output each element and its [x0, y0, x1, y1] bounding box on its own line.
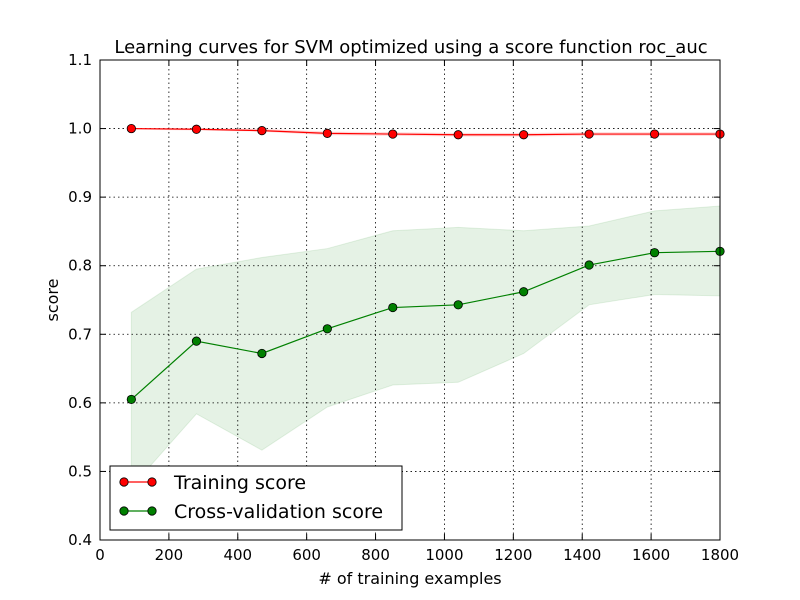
y-axis-label: score	[43, 279, 62, 322]
legend-marker	[119, 506, 129, 516]
series-line-1	[130, 250, 721, 400]
data-point	[649, 248, 660, 258]
data-point	[388, 129, 398, 139]
band-series-1	[130, 205, 721, 489]
data-point	[322, 324, 332, 334]
legend-marker	[119, 477, 129, 487]
y-tick-label: 0.8	[68, 257, 92, 275]
confidence-bands	[130, 128, 721, 489]
chart-title: Learning curves for SVM optimized using …	[114, 37, 707, 58]
x-tick-label: 400	[223, 546, 252, 564]
x-tick-label: 200	[155, 546, 184, 564]
data-point	[453, 300, 463, 310]
data-point	[257, 348, 267, 359]
data-point	[126, 123, 136, 134]
data-point	[519, 287, 529, 297]
y-tick-label: 0.9	[68, 188, 92, 206]
data-point	[191, 124, 202, 134]
data-point	[584, 260, 594, 270]
x-axis-label: # of training examples	[318, 569, 501, 588]
y-tick-label: 0.5	[68, 462, 92, 480]
y-tick-label: 0.6	[68, 394, 92, 412]
data-point	[257, 126, 267, 136]
x-tick-label: 1200	[494, 546, 532, 564]
y-tick-label: 0.7	[68, 325, 92, 343]
legend-label-0: Training score	[173, 472, 306, 494]
data-point	[388, 302, 398, 313]
x-tick-label: 0	[95, 546, 105, 564]
legend: Training score Cross-validation score	[109, 465, 403, 531]
data-point	[519, 130, 529, 140]
y-tick-label: 0.4	[68, 531, 92, 549]
legend-marker	[147, 477, 157, 487]
data-point	[649, 129, 660, 139]
x-tick-label: 1600	[632, 546, 670, 564]
legend-box	[109, 465, 403, 531]
data-point	[453, 130, 463, 140]
x-tick-label: 600	[292, 546, 321, 564]
x-tick-label: 800	[361, 546, 390, 564]
data-point	[584, 129, 594, 139]
data-point	[322, 128, 332, 138]
data-point	[126, 394, 136, 405]
legend-label-1: Cross-validation score	[174, 501, 383, 523]
series-line-0	[131, 127, 720, 136]
y-tick-label: 1.1	[68, 51, 92, 69]
plot-frame	[99, 59, 721, 541]
axis-ticks: 0 200 400 600 800 1000 1200 1400 1600 1800 0.4 0.5 0…	[68, 51, 739, 564]
data-point	[191, 336, 202, 346]
legend-marker	[147, 506, 157, 516]
x-tick-label: 1000	[425, 546, 463, 564]
x-tick-label: 1400	[563, 546, 601, 564]
x-tick-label: 1800	[701, 546, 739, 564]
y-tick-label: 1.0	[68, 120, 92, 138]
series-lines	[126, 123, 725, 405]
